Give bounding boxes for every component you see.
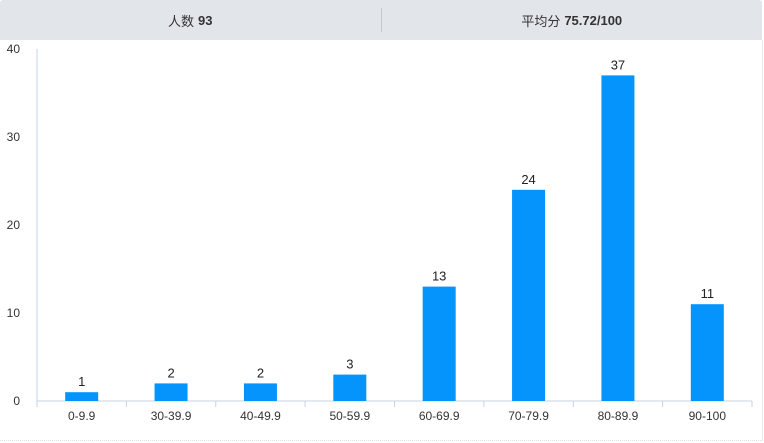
y-tick-label: 20 [7,218,21,232]
count-label: 人数 [168,13,195,29]
count-value: 93 [198,12,213,28]
x-tick-label: 80-89.9 [598,409,639,423]
y-tick-label: 10 [7,306,21,320]
avg-label: 平均分 [521,13,561,29]
bar [333,374,367,401]
bar-value-label: 13 [432,269,446,284]
y-tick-label: 30 [7,130,21,144]
y-tick-label: 0 [13,394,20,408]
bar-value-label: 2 [257,365,264,380]
x-tick-label: 60-69.9 [419,409,460,423]
bar [243,383,277,401]
header-divider [380,8,382,32]
bar-value-label: 24 [521,172,535,187]
x-tick-label: 70-79.9 [508,409,549,423]
x-tick-label: 30-39.9 [151,409,192,423]
bar [154,383,188,401]
y-tick-label: 40 [7,42,21,56]
avg-value: 75.72/100 [564,12,623,28]
bar-value-label: 37 [611,57,625,72]
x-tick-label: 50-59.9 [329,409,370,423]
average-score: 平均分 75.72/100 [382,0,763,40]
bar [65,392,99,401]
bar-value-label: 2 [167,365,174,380]
bar [422,286,456,401]
x-tick-label: 40-49.9 [240,409,281,423]
chart-frame [0,40,763,441]
student-count: 人数 93 [0,0,381,40]
bar-value-label: 3 [346,357,353,372]
bar-value-label: 1 [78,374,85,389]
bar [512,189,546,401]
summary-header: 人数 93 平均分 75.72/100 [0,0,762,40]
bar [601,75,635,402]
bar-value-label: 11 [701,286,715,301]
x-tick-label: 90-100 [689,409,727,423]
x-tick-label: 0-9.9 [68,409,96,423]
bar [690,304,724,401]
